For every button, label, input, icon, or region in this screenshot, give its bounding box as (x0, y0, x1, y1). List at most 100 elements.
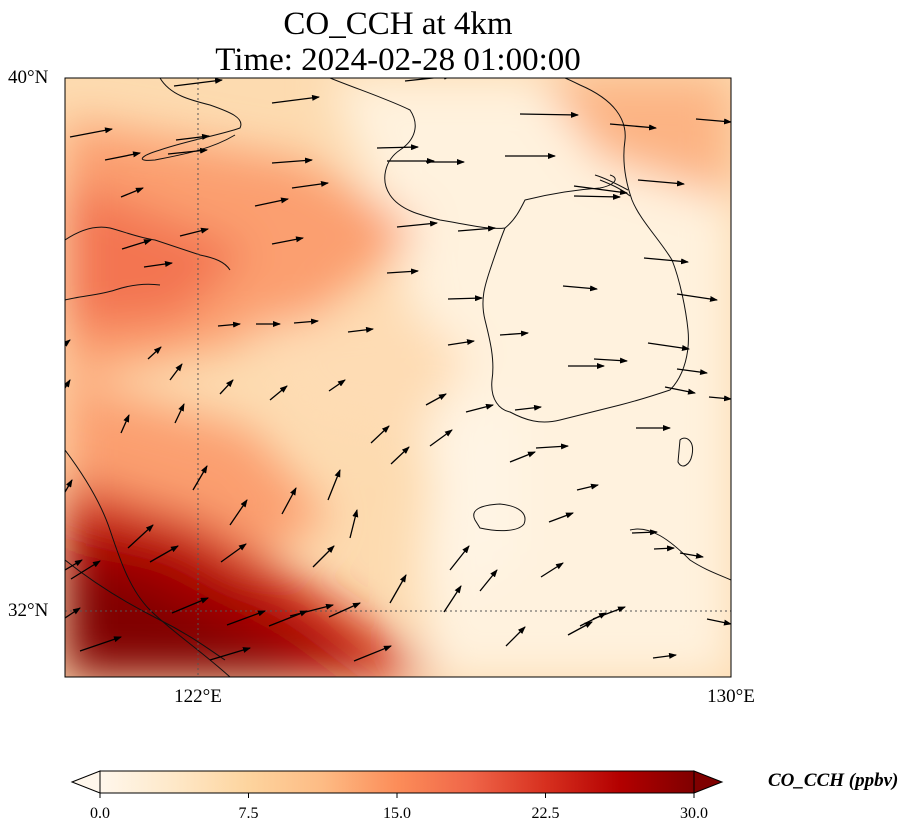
wind-arrow (143, 261, 173, 268)
wind-arrow (271, 94, 320, 104)
wind-arrow (390, 446, 410, 465)
colorbar-label: CO_CCH (ppbv) (768, 770, 899, 791)
wind-arrow (291, 180, 329, 189)
wind-arrow (562, 285, 598, 292)
wind-arrow (229, 499, 248, 526)
wind-arrow (192, 465, 208, 491)
wind-arrow (499, 330, 529, 337)
wind-arrow (447, 339, 475, 346)
chart-subtitle-time: Time: 2024-02-28 01:00:00 (215, 42, 581, 78)
wind-arrow (679, 552, 704, 559)
wind-arrow (447, 295, 483, 302)
wind-arrow (353, 645, 392, 662)
lon-tick-130e: 130°E (707, 686, 755, 707)
wind-arrow (220, 543, 247, 563)
wind-arrow (69, 127, 113, 138)
wind-arrow (706, 618, 731, 626)
wind-arrow (167, 147, 208, 155)
wind-arrow (217, 321, 241, 328)
lat-tick-32n: 32°N (8, 600, 49, 621)
colorbar-tick-0: 0.0 (90, 805, 110, 822)
wind-arrow (573, 185, 628, 196)
wind-arrow (540, 562, 564, 578)
wind-arrow (376, 144, 419, 151)
wind-arrow (609, 123, 657, 131)
wind-arrow (127, 524, 154, 549)
colorbar-tick-1: 7.5 (238, 805, 259, 822)
wind-arrow (349, 509, 359, 539)
wind-arrow (708, 395, 731, 402)
wind-arrow (104, 151, 141, 161)
wind-arrow (65, 479, 73, 493)
wind-arrow (389, 574, 407, 604)
wind-arrow (120, 187, 144, 198)
wind-arrow (370, 425, 390, 444)
wind-arrow (65, 339, 71, 347)
colorbar-tick-4: 30.0 (680, 805, 708, 822)
wind-arrow (254, 197, 289, 207)
wind-arrow (396, 220, 438, 228)
wind-arrow (479, 569, 498, 592)
wind-arrow (643, 257, 689, 265)
wind-arrow (226, 610, 266, 626)
wind-arrow (548, 512, 574, 523)
wind-arrow (425, 393, 447, 406)
wind-arrow (637, 179, 685, 187)
colorbar-tick-2: 15.0 (383, 805, 411, 822)
wind-arrow (149, 545, 179, 563)
wind-arrow (449, 545, 470, 571)
wind-arrow (573, 193, 621, 200)
wind-arrow (289, 603, 334, 617)
chart-title: CO_CCH at 4km (283, 6, 513, 42)
wind-arrow (695, 118, 731, 125)
wind-arrow (535, 443, 569, 450)
wind-arrow (70, 560, 101, 580)
wind-arrow (173, 78, 223, 87)
wind-arrow (631, 529, 658, 536)
wind-arrow (676, 293, 718, 302)
wind-arrow (147, 346, 162, 360)
wind-arrow (219, 379, 234, 395)
wind-arrow (328, 602, 361, 618)
coastlines (65, 78, 731, 677)
wind-arrow (65, 559, 83, 571)
wind-arrow (65, 607, 81, 619)
wind-arrow (593, 357, 628, 364)
wind-arrow (576, 483, 599, 491)
colorbar-tick-3: 22.5 (531, 805, 560, 822)
wind-arrow (567, 621, 593, 636)
wind-arrow (429, 429, 453, 447)
lat-tick-40n: 40°N (8, 67, 49, 88)
wind-arrow (271, 236, 304, 245)
wind-arrow (443, 585, 462, 613)
wind-arrow (457, 225, 496, 232)
wind-arrow (386, 268, 419, 275)
wind-arrow (653, 545, 675, 552)
wind-arrow (269, 385, 288, 401)
wind-arrow (347, 326, 374, 333)
wind-vectors (65, 78, 731, 662)
wind-arrow (271, 157, 313, 164)
wind-arrow (171, 597, 209, 614)
wind-arrow (327, 469, 341, 501)
wind-arrow (179, 227, 209, 237)
wind-arrow (664, 386, 696, 395)
wind-arrow (465, 403, 494, 413)
wind-arrow (65, 379, 71, 389)
wind-arrow (79, 636, 122, 652)
wind-arrow (169, 363, 183, 381)
wind-arrow (514, 404, 542, 411)
map-frame (64, 77, 732, 678)
wind-arrow (209, 647, 251, 661)
wind-arrow (312, 545, 335, 568)
wind-arrow (519, 111, 579, 118)
wind-arrow (647, 342, 690, 351)
wind-arrow (120, 414, 130, 434)
wind-arrow (509, 451, 536, 463)
wind-arrow (175, 133, 210, 141)
concentration-field (65, 78, 731, 677)
wind-arrow (505, 626, 526, 647)
wind-arrow (281, 487, 297, 515)
wind-arrow (121, 239, 152, 250)
